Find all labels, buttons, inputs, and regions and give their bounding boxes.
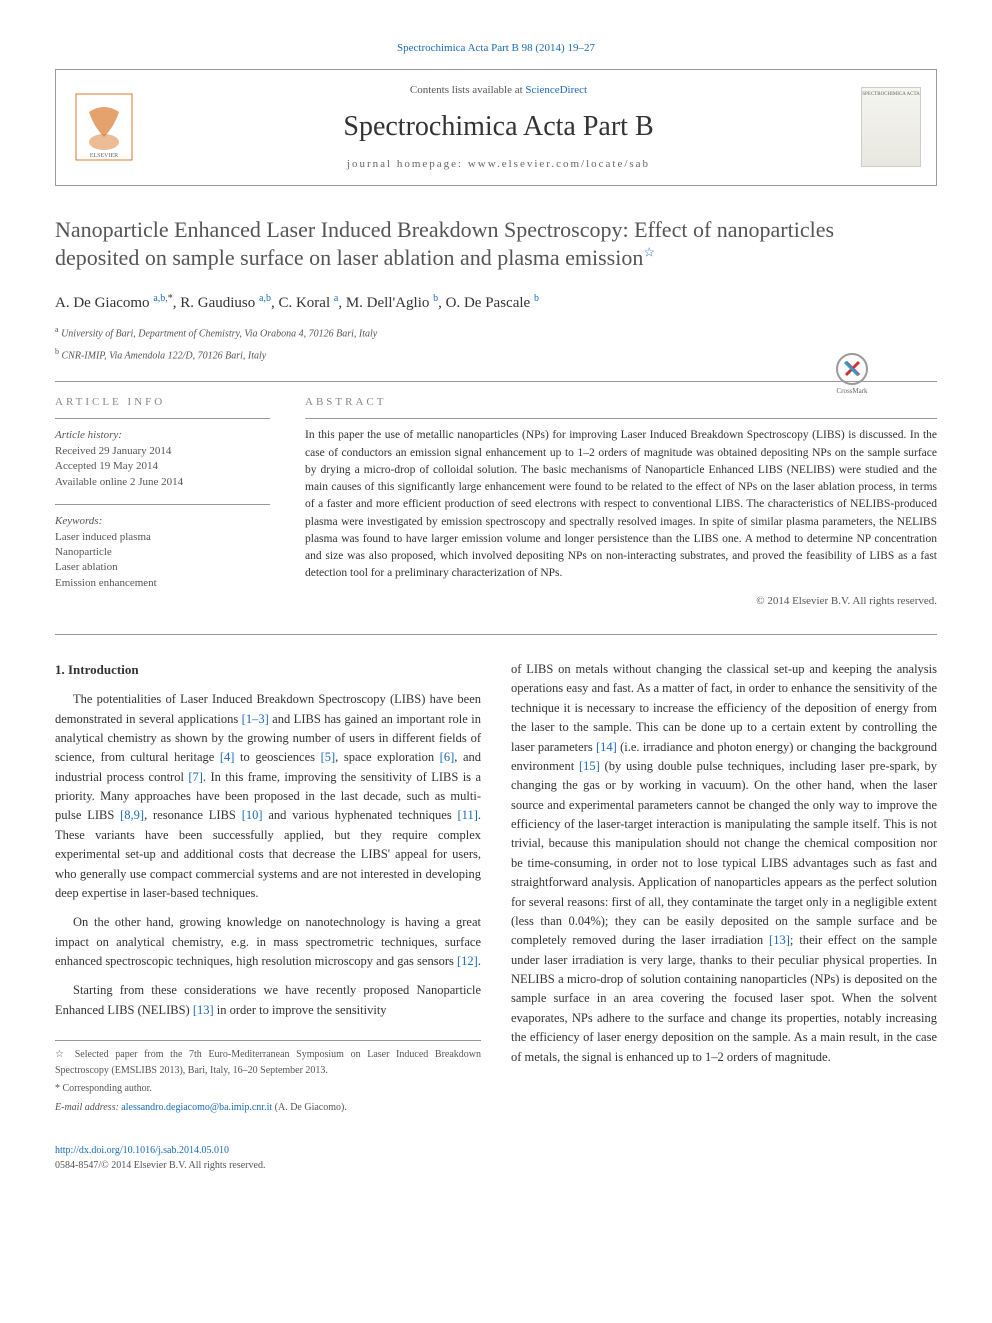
ref-5[interactable]: [5] — [321, 750, 336, 764]
history-item: Received 29 January 2014 — [55, 444, 270, 459]
page-footer: http://dx.doi.org/10.1016/j.sab.2014.05.… — [55, 1143, 937, 1173]
journal-header: ELSEVIER Contents lists available at Sci… — [55, 69, 937, 186]
ref-6[interactable]: [6] — [440, 750, 455, 764]
author: M. Dell'Aglio b — [346, 295, 438, 311]
footnote-block: ☆ Selected paper from the 7th Euro-Medit… — [55, 1040, 481, 1115]
cover-label: SPECTROCHIMICA ACTA — [862, 88, 920, 99]
svg-text:CrossMark: CrossMark — [836, 387, 868, 395]
ref-4[interactable]: [4] — [220, 750, 235, 764]
sciencedirect-link[interactable]: ScienceDirect — [525, 84, 587, 96]
author: R. Gaudiuso a,b — [180, 295, 271, 311]
ref-7[interactable]: [7] — [188, 770, 203, 784]
svg-text:ELSEVIER: ELSEVIER — [89, 153, 117, 159]
history-item: Available online 2 June 2014 — [55, 475, 270, 490]
keyword-item: Emission enhancement — [55, 576, 270, 591]
ref-11[interactable]: [11] — [458, 808, 478, 822]
author: O. De Pascale b — [446, 295, 539, 311]
article-history-block: Article history: Received 29 January 201… — [55, 418, 270, 490]
ref-13[interactable]: [13] — [193, 1003, 214, 1017]
article-info-heading: ARTICLE INFO — [55, 394, 270, 411]
ref-10[interactable]: [10] — [242, 808, 263, 822]
doi-link[interactable]: http://dx.doi.org/10.1016/j.sab.2014.05.… — [55, 1145, 229, 1156]
footnote-email: E-mail address: alessandro.degiacomo@ba.… — [55, 1100, 481, 1116]
ref-14[interactable]: [14] — [596, 740, 617, 754]
article-title-text: Nanoparticle Enhanced Laser Induced Brea… — [55, 217, 834, 271]
ref-8-9[interactable]: [8,9] — [120, 808, 144, 822]
ref-1-3[interactable]: [1–3] — [242, 712, 269, 726]
journal-homepage: journal homepage: www.elsevier.com/locat… — [136, 156, 861, 173]
corresponding-star: * — [168, 293, 173, 304]
title-star-note: ☆ — [643, 245, 655, 260]
contents-prefix: Contents lists available at — [410, 84, 525, 96]
affiliation: b CNR-IMIP, Via Amendola 122/D, 70126 Ba… — [55, 346, 937, 363]
author-sup: b — [534, 293, 539, 304]
author-sup: a — [334, 293, 338, 304]
history-item: Accepted 19 May 2014 — [55, 459, 270, 474]
abstract-text: In this paper the use of metallic nanopa… — [305, 418, 937, 582]
author-sup: a,b — [259, 293, 271, 304]
intro-heading: 1. Introduction — [55, 660, 481, 680]
ref-15[interactable]: [15] — [579, 759, 600, 773]
keywords-label: Keywords: — [55, 513, 270, 530]
elsevier-logo: ELSEVIER — [71, 90, 136, 165]
author: A. De Giacomo a,b,* — [55, 295, 173, 311]
issn-line: 0584-8547/© 2014 Elsevier B.V. All right… — [55, 1160, 265, 1171]
intro-para-cont: of LIBS on metals without changing the c… — [511, 660, 937, 1067]
author-sup: a,b, — [153, 293, 167, 304]
abstract-copyright: © 2014 Elsevier B.V. All rights reserved… — [305, 593, 937, 610]
article-title: Nanoparticle Enhanced Laser Induced Brea… — [55, 216, 835, 273]
journal-cover-thumb: SPECTROCHIMICA ACTA — [861, 87, 921, 167]
body-col-left: 1. Introduction The potentialities of La… — [55, 660, 481, 1118]
contents-line: Contents lists available at ScienceDirec… — [136, 82, 861, 99]
journal-reference: Spectrochimica Acta Part B 98 (2014) 19–… — [55, 40, 937, 57]
keywords-block: Keywords: Laser induced plasmaNanopartic… — [55, 504, 270, 591]
keyword-item: Nanoparticle — [55, 545, 270, 560]
affiliation: a University of Bari, Department of Chem… — [55, 324, 937, 341]
footnote-star: ☆ Selected paper from the 7th Euro-Medit… — [55, 1047, 481, 1078]
intro-para-2: On the other hand, growing knowledge on … — [55, 913, 481, 971]
intro-para-3: Starting from these considerations we ha… — [55, 981, 481, 1020]
keyword-item: Laser ablation — [55, 560, 270, 575]
history-label: Article history: — [55, 427, 270, 444]
author-sup: b — [433, 293, 438, 304]
crossmark-badge[interactable]: CrossMark — [827, 351, 877, 401]
author: C. Koral a — [278, 295, 338, 311]
ref-13b[interactable]: [13] — [769, 933, 790, 947]
keyword-item: Laser induced plasma — [55, 530, 270, 545]
intro-para-1: The potentialities of Laser Induced Brea… — [55, 690, 481, 903]
ref-12[interactable]: [12] — [457, 954, 478, 968]
email-link[interactable]: alessandro.degiacomo@ba.imip.cnr.it — [121, 1102, 272, 1113]
footnote-corresponding: * Corresponding author. — [55, 1081, 481, 1097]
journal-title: Spectrochimica Acta Part B — [136, 106, 861, 148]
body-col-right: of LIBS on metals without changing the c… — [511, 660, 937, 1118]
authors-line: A. De Giacomo a,b,*, R. Gaudiuso a,b, C.… — [55, 291, 937, 315]
